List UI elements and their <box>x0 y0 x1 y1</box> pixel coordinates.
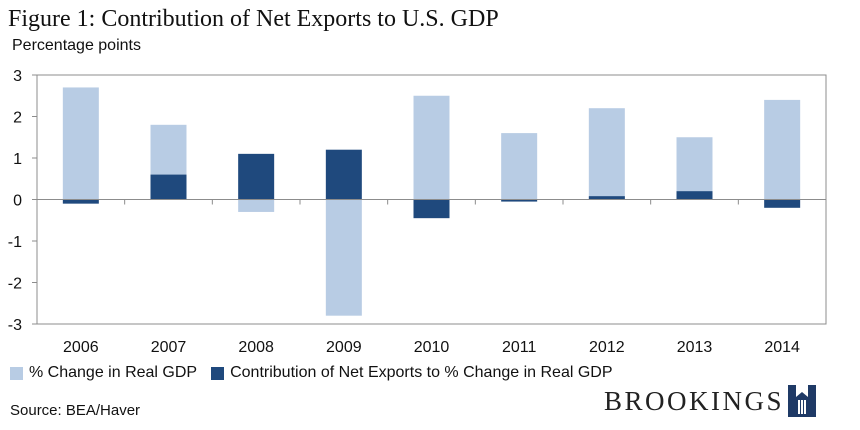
bar-gdp-2008 <box>238 199 275 212</box>
x-tick-label: 2009 <box>326 339 362 356</box>
x-tick-label: 2007 <box>151 339 187 356</box>
x-tick-label: 2013 <box>677 339 713 356</box>
source-note: Source: BEA/Haver <box>10 402 141 419</box>
bar-gdp-2006 <box>62 87 99 200</box>
bar-net-exports-2013 <box>676 191 713 200</box>
y-tick-label: 2 <box>13 110 22 127</box>
bar-gdp-2013 <box>676 137 713 200</box>
x-tick-label: 2010 <box>414 339 450 356</box>
legend: % Change in Real GDP Contribution of Net… <box>10 364 627 382</box>
legend-label-net-exports: Contribution of Net Exports to % Change … <box>230 364 613 381</box>
bar-gdp-2009 <box>325 199 362 316</box>
x-tick-label: 2011 <box>502 339 537 356</box>
legend-item-gdp: % Change in Real GDP <box>10 364 197 382</box>
bar-gdp-2010 <box>413 95 450 200</box>
brookings-logo: BROOKINGS <box>604 385 817 417</box>
bar-net-exports-2006 <box>62 199 99 204</box>
bar-net-exports-2007 <box>150 174 187 200</box>
logo-text: BROOKINGS <box>604 385 785 416</box>
y-tick-label: -1 <box>8 234 22 251</box>
y-axis-label: Percentage points <box>12 37 141 54</box>
x-tick-label: 2006 <box>63 339 99 356</box>
legend-swatch-net-exports <box>211 366 225 380</box>
bar-gdp-2012 <box>588 108 625 200</box>
x-tick-label: 2008 <box>238 339 274 356</box>
brookings-building-icon <box>788 385 817 417</box>
bar-gdp-2011 <box>501 133 538 200</box>
legend-item-net-exports: Contribution of Net Exports to % Change … <box>211 364 613 382</box>
y-tick-label: -3 <box>8 317 22 334</box>
bar-net-exports-2011 <box>501 199 538 202</box>
bar-net-exports-2014 <box>764 199 801 208</box>
bar-net-exports-2009 <box>325 149 362 200</box>
y-tick-label: 0 <box>13 193 22 210</box>
chart-title: Figure 1: Contribution of Net Exports to… <box>8 6 499 32</box>
bar-net-exports-2008 <box>238 153 275 200</box>
legend-label-gdp: % Change in Real GDP <box>29 364 198 381</box>
y-tick-label: 1 <box>13 151 22 168</box>
x-tick-label: 2014 <box>764 339 800 356</box>
bar-net-exports-2010 <box>413 199 450 219</box>
legend-swatch-gdp <box>10 366 23 380</box>
x-tick-label: 2012 <box>589 339 625 356</box>
y-tick-label: -2 <box>8 276 22 293</box>
bar-gdp-2014 <box>764 99 801 200</box>
bar-net-exports-2012 <box>588 196 625 200</box>
y-tick-label: 3 <box>13 68 22 85</box>
